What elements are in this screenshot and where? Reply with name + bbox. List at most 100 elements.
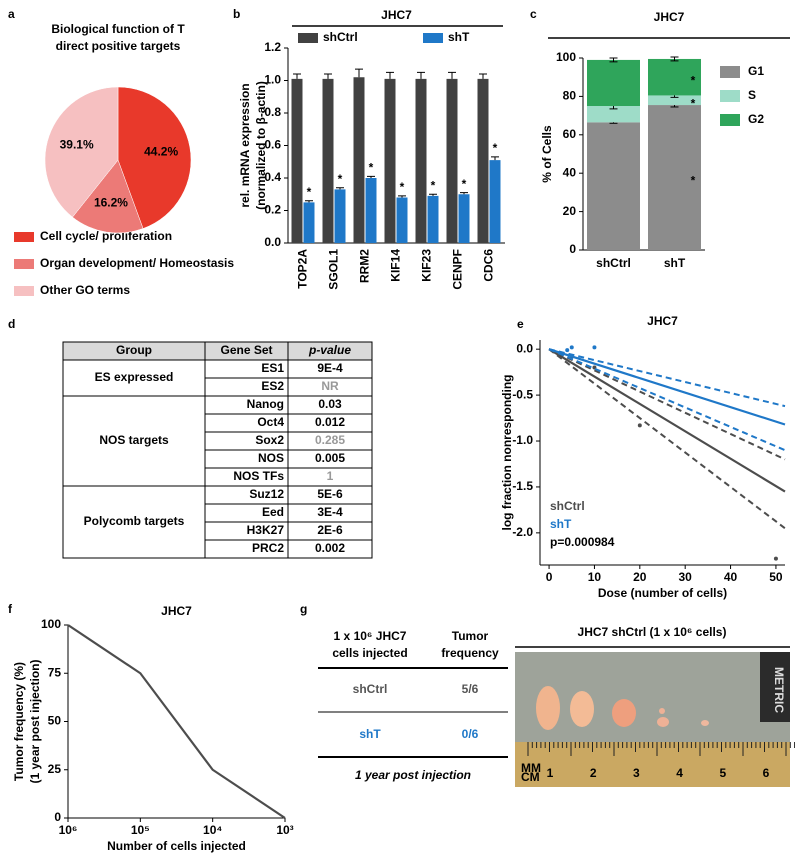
photo-title: JHC7 shCtrl (1 x 10⁶ cells) — [578, 625, 727, 639]
chart-title: JHC7 — [381, 8, 412, 22]
bar — [365, 178, 377, 243]
bar-segment — [587, 106, 640, 123]
panel-letter: c — [530, 7, 537, 21]
x-axis-label: Number of cells injected — [107, 839, 246, 853]
annotation: p=0.000984 — [550, 535, 615, 549]
bar — [291, 78, 303, 243]
y-tick-label: 100 — [41, 617, 61, 631]
table-cell: 5E-6 — [317, 487, 343, 501]
bar-segment — [587, 59, 640, 106]
x-tick-label: KIF14 — [389, 249, 403, 282]
table-cell: ES1 — [261, 361, 284, 375]
bar-segment — [648, 95, 701, 106]
bar — [353, 77, 365, 243]
table-cell: 0.03 — [318, 397, 342, 411]
y-tick-label: 0.6 — [264, 138, 281, 152]
legend-swatch — [14, 259, 34, 269]
error-bar — [293, 73, 301, 79]
bar — [489, 160, 501, 243]
legend-label: Other GO terms — [40, 283, 130, 297]
table-cell: 0.002 — [315, 541, 345, 555]
table-header-bg — [63, 342, 372, 360]
table-cell: ES2 — [261, 379, 284, 393]
table-cell: PRC2 — [252, 541, 284, 555]
error-bar — [305, 200, 313, 203]
bar — [334, 189, 346, 243]
legend-swatch — [14, 286, 34, 296]
error-bar — [479, 73, 487, 79]
error-bar — [355, 68, 363, 78]
table-cell: Sox2 — [255, 433, 284, 447]
legend-swatch — [720, 90, 740, 102]
table-header: 1 x 10⁶ JHC7 — [334, 629, 407, 643]
y-tick-label: 0 — [54, 810, 61, 824]
significance-mark: * — [493, 141, 498, 155]
y-tick-label: 75 — [48, 665, 62, 679]
ruler-label: 2 — [590, 766, 597, 780]
error-bar — [491, 156, 499, 161]
table-cell: Suz12 — [249, 487, 284, 501]
table-cell: 0.012 — [315, 415, 345, 429]
table-cell: shT — [359, 727, 381, 741]
tumor — [612, 699, 636, 727]
error-bar — [429, 193, 437, 196]
x-tick-label: KIF23 — [420, 249, 434, 282]
photo — [515, 652, 790, 787]
bar — [415, 78, 427, 243]
table-group: Polycomb targets — [84, 514, 185, 528]
panel-letter: b — [233, 7, 240, 21]
x-tick-label: 40 — [724, 570, 738, 584]
x-axis-label: Dose (number of cells) — [598, 586, 727, 600]
table-cell: Eed — [262, 505, 284, 519]
y-tick-label: -0.5 — [512, 387, 533, 401]
legend-label: S — [748, 88, 756, 102]
table-cell: shCtrl — [353, 682, 388, 696]
legend-label: shCtrl — [550, 499, 585, 513]
ruler-label: 1 — [547, 766, 554, 780]
y-tick-label: 0.2 — [264, 203, 281, 217]
x-tick-label: TOP2A — [296, 249, 310, 289]
x-tick-label: 10⁶ — [59, 823, 78, 837]
chart-title: JHC7 — [654, 10, 685, 24]
line — [548, 348, 786, 461]
significance-mark: * — [462, 177, 467, 191]
table-header: Group — [116, 343, 152, 357]
table-cell: 2E-6 — [317, 523, 343, 537]
x-tick-label: 10⁴ — [203, 823, 222, 837]
table-cell: NOS TFs — [233, 469, 284, 483]
error-bar — [324, 73, 332, 79]
table-cell: 5/6 — [462, 682, 479, 696]
y-tick-label: 80 — [563, 89, 577, 103]
table-cell: 0.005 — [315, 451, 345, 465]
table-cell: Oct4 — [257, 415, 284, 429]
bar — [396, 197, 408, 243]
y-tick-label: 20 — [563, 204, 577, 218]
line — [548, 348, 786, 452]
table-cell: NR — [321, 379, 339, 393]
table-cell: Nanog — [247, 397, 284, 411]
x-tick-label: CDC6 — [482, 249, 496, 282]
legend-label: shT — [550, 517, 572, 531]
error-bar — [448, 71, 456, 79]
x-tick-label: shT — [664, 256, 686, 270]
y-axis-label: rel. mRNA expression — [238, 83, 252, 207]
error-bar — [417, 71, 425, 79]
slice-label: 44.2% — [144, 145, 178, 159]
metric-ruler — [760, 652, 790, 722]
legend-label: Organ development/ Homeostasis — [40, 256, 234, 270]
table-group: NOS targets — [99, 433, 169, 447]
tumor — [657, 717, 669, 727]
x-tick-label: 50 — [769, 570, 783, 584]
ruler — [515, 742, 790, 787]
y-tick-label: 0 — [569, 242, 576, 256]
error-bar — [670, 56, 679, 61]
bar — [458, 194, 470, 243]
x-tick-label: 0 — [546, 570, 553, 584]
significance-mark: * — [338, 172, 343, 186]
tumor — [659, 708, 665, 714]
significance-mark: * — [691, 73, 696, 87]
panel-letter: d — [8, 317, 15, 331]
chart-title: Biological function of T — [51, 22, 185, 36]
x-tick-label: SGOL1 — [327, 249, 341, 290]
pie-slice — [44, 86, 119, 218]
